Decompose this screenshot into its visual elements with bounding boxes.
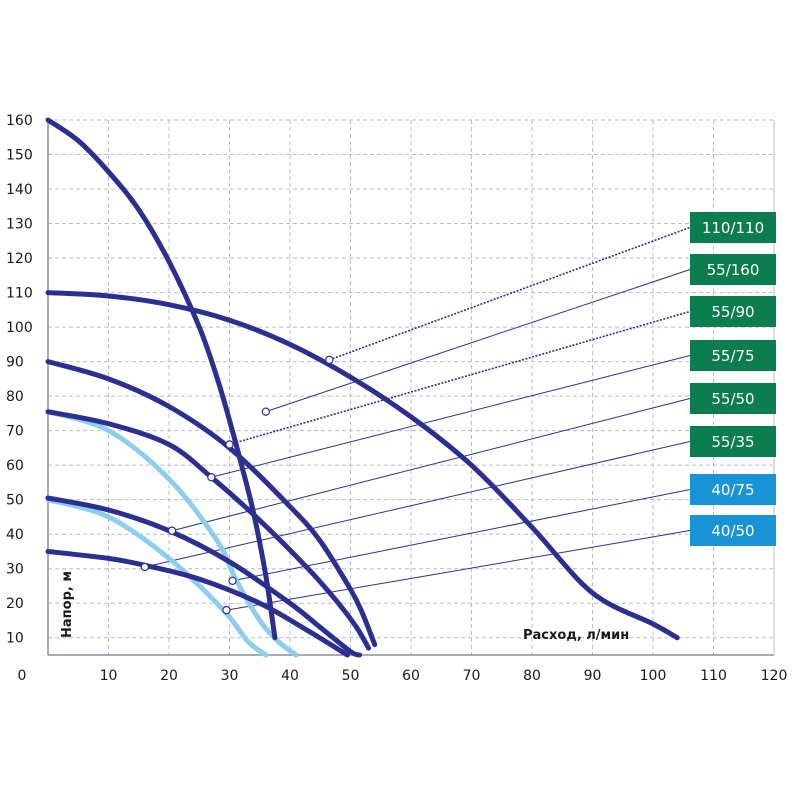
badge-label-40-50: 40/50 [711,522,754,540]
curve-110-110 [45,290,680,641]
x-tick-label: 90 [584,668,602,684]
leader-line-55-90 [229,310,691,446]
badge-label-55-50: 55/50 [711,390,754,408]
curve-55-160 [45,117,278,641]
marker-55-75 [207,473,216,482]
marker-55-90 [225,440,234,449]
badge-55-35 [690,426,776,457]
y-tick-label: 120 [6,251,33,267]
pump-curves [45,117,680,658]
x-tick-label: 120 [761,668,788,684]
y-tick-label: 60 [6,458,24,474]
x-tick-label: 80 [523,668,541,684]
leader-line-40-75 [232,489,691,582]
marker-55-160 [261,407,270,416]
badge-label-55-75: 55/75 [711,347,754,365]
y-tick-label: 130 [6,217,33,233]
marker-40-75 [228,576,237,585]
y-tick-label: 30 [6,562,24,578]
curve-55-35 [45,549,350,658]
badge-55-160 [690,254,776,285]
badge-55-75 [690,340,776,371]
y-tick-label: 40 [6,527,24,543]
curve-40-50 [45,497,269,658]
leader-line-55-160 [265,269,691,413]
badge-label-40-75: 40/75 [711,481,754,499]
y-tick-label: 140 [6,182,33,198]
curve-55-50 [45,495,363,658]
x-tick-label: 100 [640,668,667,684]
y-tick-label: 110 [6,286,33,302]
grid [47,119,775,656]
marker-55-35 [140,562,149,572]
x-tick-label: 110 [700,668,727,684]
y-tick-label: 70 [6,424,24,440]
badge-55-90 [690,296,776,327]
y-tick-label: 90 [6,355,24,371]
legend-badges: 110/110 55/160 55/90 55/75 55/50 55/35 40/75 40… [690,212,776,546]
badge-55-50 [690,383,776,414]
x-tick-label: 30 [221,668,239,684]
tick-labels: 0 10 20 30 40 50 60 70 80 90 100 110 120 10 20 30 40 50 60… [6,113,787,684]
badge-label-110-110: 110/110 [702,219,764,237]
x-tick-label: 50 [342,668,360,684]
y-tick-label: 150 [6,148,33,164]
y-tick-label: 20 [6,596,24,612]
x-tick-label: 60 [402,668,420,684]
x-axis-title: Расход, л/мин [523,628,629,643]
leader-line-55-50 [171,398,691,532]
marker-40-50 [222,605,231,615]
y-tick-label: 50 [6,493,24,509]
leader-line-55-75 [211,355,691,478]
y-tick-label: 160 [6,113,33,129]
y-tick-label: 80 [6,389,24,405]
x-tick-label: 0 [18,668,27,684]
curve-55-75 [45,409,372,651]
badge-110-110 [690,212,776,243]
y-axis-title: Напор, м [60,571,75,638]
curve-markers [140,355,334,615]
marker-55-50 [167,526,177,535]
x-tick-label: 70 [463,668,481,684]
x-tick-label: 40 [281,668,299,684]
badge-40-50 [690,515,776,546]
marker-110-110 [325,355,334,365]
leader-line-110-110 [329,226,691,361]
badge-label-55-35: 55/35 [711,433,754,451]
leader-line-40-50 [226,530,691,611]
badge-label-55-90: 55/90 [711,303,754,321]
y-tick-label: 10 [6,631,24,647]
curve-55-90 [45,359,378,648]
leader-lines [144,226,691,611]
badge-40-75 [690,474,776,505]
y-tick-label: 100 [6,320,33,336]
x-tick-label: 10 [100,668,118,684]
badge-label-55-160: 55/160 [707,261,760,279]
x-tick-label: 20 [160,668,178,684]
leader-line-55-35 [144,441,691,568]
